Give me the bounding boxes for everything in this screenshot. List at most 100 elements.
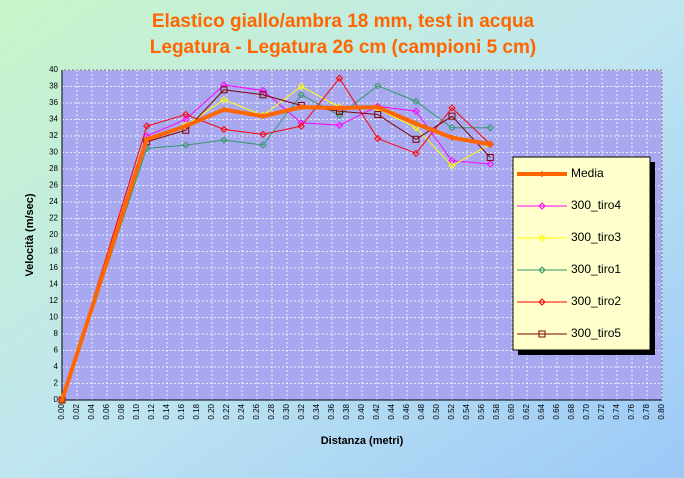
y-tick-label: 30 [49, 148, 58, 157]
y-tick-label: 18 [49, 247, 58, 256]
y-tick-label: 36 [49, 98, 58, 107]
x-tick-label: 0.44 [387, 403, 396, 419]
marker [335, 121, 344, 129]
x-tick-label: 0.72 [597, 403, 606, 419]
marker [448, 157, 456, 165]
x-tick-label: 0.52 [447, 403, 456, 419]
x-tick-label: 0.76 [627, 403, 636, 419]
y-tick-label: 26 [49, 181, 58, 190]
x-tick-label: 0.14 [162, 403, 171, 419]
legend-label: 300_tiro5 [571, 326, 621, 340]
marker [297, 91, 305, 99]
y-tick-label: 8 [54, 329, 59, 338]
marker [448, 112, 456, 120]
marker [538, 266, 546, 274]
marker [487, 141, 494, 148]
marker [448, 104, 456, 112]
legend-label: 300_tiro3 [571, 230, 621, 244]
x-tick-label: 0.40 [357, 403, 366, 419]
marker [220, 95, 228, 104]
marker [297, 82, 305, 91]
x-tick-label: 0.48 [417, 403, 426, 419]
x-tick-label: 0.32 [297, 403, 306, 419]
marker [143, 136, 150, 143]
marker [412, 107, 420, 115]
x-tick-label: 0.60 [507, 403, 516, 419]
marker [297, 122, 305, 130]
marker [448, 124, 456, 132]
marker [374, 103, 381, 111]
x-tick-label: 0.64 [537, 403, 546, 419]
y-axis-label: Velocità (m/sec) [24, 193, 36, 276]
marker [412, 120, 420, 127]
marker [259, 91, 267, 99]
x-tick-label: 0.24 [237, 403, 246, 419]
x-tick-label: 0.50 [432, 403, 441, 419]
y-tick-label: 38 [49, 82, 58, 91]
marker [182, 141, 190, 149]
marker [143, 122, 151, 130]
y-tick-label: 6 [54, 346, 59, 355]
x-tick-label: 0.68 [567, 403, 576, 419]
x-tick-label: 0.30 [282, 403, 291, 419]
legend [512, 156, 651, 351]
series [58, 103, 494, 404]
marker [412, 124, 420, 132]
marker [259, 141, 267, 149]
marker [374, 134, 382, 143]
x-tick-label: 0.06 [102, 403, 111, 419]
x-tick-label: 0.36 [327, 403, 336, 419]
series-line [61, 77, 491, 401]
marker [538, 330, 546, 338]
x-tick-label: 0.28 [267, 403, 276, 419]
marker [220, 106, 228, 113]
marker [220, 81, 228, 89]
marker [298, 103, 305, 111]
x-tick-label: 0.62 [522, 403, 531, 419]
marker [538, 202, 546, 210]
x-tick-label: 0.74 [612, 403, 621, 419]
y-tick-label: 12 [49, 296, 58, 305]
y-tick-label: 34 [49, 115, 58, 124]
marker [412, 149, 420, 158]
y-tick-label: 4 [54, 362, 59, 371]
y-tick-label: 20 [49, 230, 58, 239]
marker [220, 136, 228, 144]
marker [336, 104, 343, 112]
marker [259, 112, 267, 120]
marker [486, 160, 494, 168]
y-tick-label: 32 [49, 131, 58, 140]
x-tick-label: 0.10 [132, 403, 141, 419]
x-tick-label: 0.34 [312, 403, 321, 419]
marker [259, 86, 267, 95]
x-tick-label: 0.08 [117, 403, 126, 419]
x-tick-label: 0.56 [477, 403, 486, 419]
marker [374, 111, 382, 119]
marker [412, 135, 420, 143]
marker [220, 86, 228, 94]
marker [448, 161, 456, 170]
y-tick-label: 10 [49, 313, 58, 322]
chart-subtitle: Legatura - Legatura 26 cm (campioni 5 cm… [150, 37, 536, 58]
y-tick-label: 22 [49, 214, 58, 223]
marker [486, 153, 494, 161]
y-tick-label: 2 [54, 379, 59, 388]
x-tick-label: 0.26 [252, 403, 261, 419]
series [58, 81, 494, 404]
marker [448, 134, 456, 141]
x-tick-label: 0.16 [177, 403, 186, 419]
x-tick-label: 0.54 [462, 403, 471, 419]
y-tick-label: 40 [49, 65, 58, 74]
y-tick-label: 28 [49, 164, 58, 173]
x-tick-label: 0.00 [57, 403, 66, 419]
marker [58, 396, 66, 404]
x-tick-label: 0.04 [87, 403, 96, 419]
marker [335, 74, 344, 82]
x-axis-label: Distanza (metri) [321, 435, 404, 447]
x-tick-label: 0.42 [372, 403, 381, 419]
x-tick-label: 0.22 [222, 403, 231, 419]
marker [538, 170, 546, 178]
x-tick-label: 0.80 [657, 403, 666, 419]
legend-label: 300_tiro2 [571, 294, 621, 308]
